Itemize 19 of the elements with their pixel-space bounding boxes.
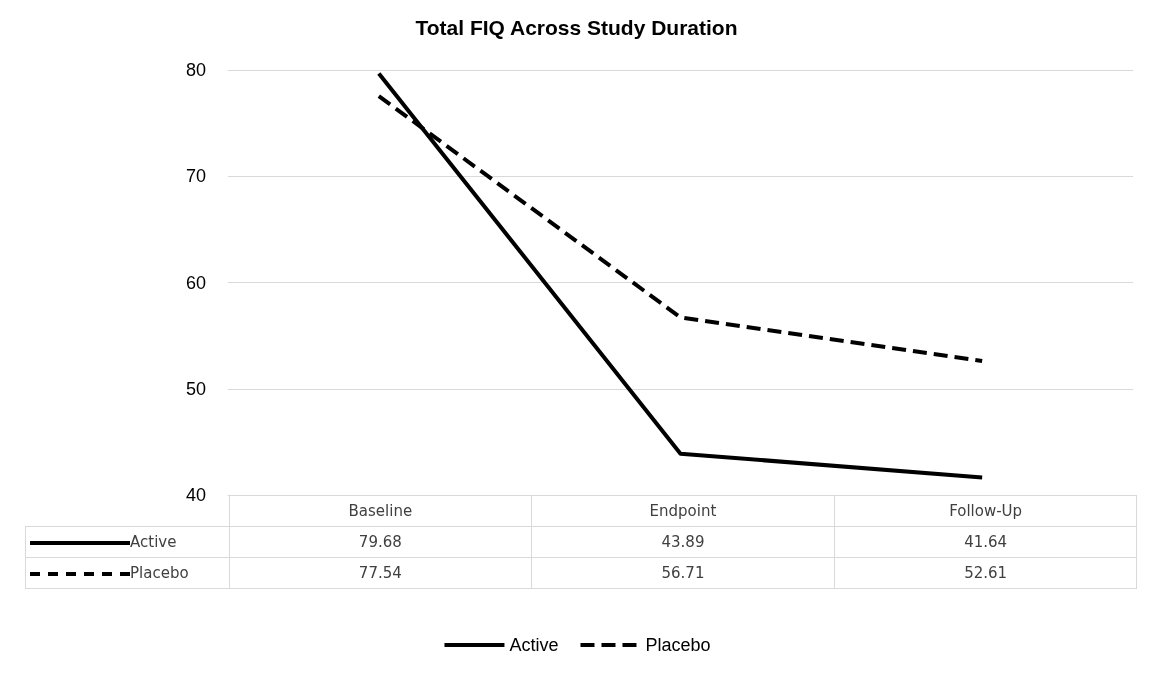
text: Placebo bbox=[130, 564, 189, 582]
y-tick-label: 50 bbox=[185, 378, 206, 399]
y-tick-label: 60 bbox=[185, 272, 206, 293]
data-label: 52.61 bbox=[834, 557, 1137, 589]
text: Active bbox=[130, 533, 177, 551]
y-tick-label: 70 bbox=[185, 166, 206, 187]
x-tick-label: Follow-Up bbox=[834, 495, 1137, 527]
data-label: 56.71 bbox=[531, 557, 835, 589]
data-label: 43.89 bbox=[531, 526, 835, 558]
y-tick-label: 80 bbox=[185, 60, 206, 80]
y-tick-label: 40 bbox=[185, 485, 206, 505]
x-tick-label: Endpoint bbox=[531, 495, 835, 527]
chart-title: Total FIQ Across Study Duration bbox=[415, 16, 738, 39]
data-label: 79.68 bbox=[229, 526, 532, 558]
data-label: 41.64 bbox=[834, 526, 1137, 558]
legend-label: Active bbox=[509, 635, 559, 655]
data-label: 77.54 bbox=[229, 557, 532, 589]
x-tick-label: Baseline bbox=[229, 495, 532, 527]
legend-label: Placebo bbox=[645, 635, 711, 655]
